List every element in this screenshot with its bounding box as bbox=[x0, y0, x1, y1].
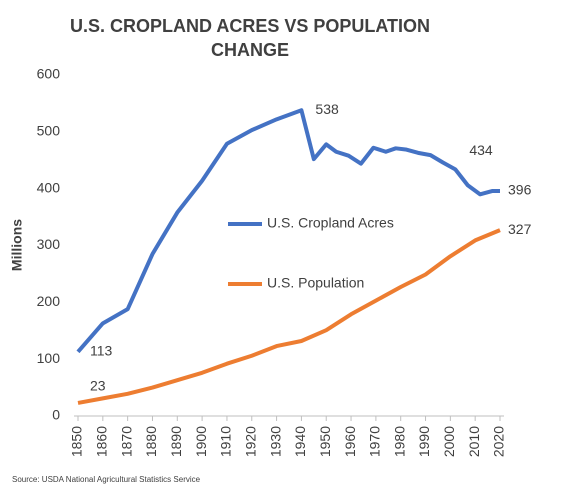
x-tick-label: 1960 bbox=[342, 426, 358, 457]
line-series bbox=[76, 108, 500, 354]
y-tick-label: 400 bbox=[37, 179, 61, 195]
legend-label: U.S. Cropland Acres bbox=[267, 215, 394, 231]
data-label: 327 bbox=[508, 221, 532, 237]
x-tick-label: 1890 bbox=[168, 426, 184, 457]
data-label: 113 bbox=[90, 342, 113, 358]
x-tick-label: 1930 bbox=[267, 426, 283, 457]
x-tick-label: 1950 bbox=[317, 426, 333, 457]
source-note: Source: USDA National Agricultural Stati… bbox=[12, 475, 201, 484]
x-tick-label: 1980 bbox=[391, 426, 407, 457]
data-label: 23 bbox=[90, 378, 106, 394]
chart-title: U.S. CROPLAND ACRES VS POPULATION CHANGE bbox=[69, 16, 431, 60]
x-tick-label: 1860 bbox=[94, 426, 110, 457]
y-tick-label: 0 bbox=[52, 407, 60, 423]
x-tick-label: 1910 bbox=[218, 426, 234, 457]
x-tick-label: 1920 bbox=[242, 426, 258, 457]
x-tick-label: 1970 bbox=[367, 426, 383, 457]
x-tick-label: 1880 bbox=[143, 426, 159, 457]
x-tick-label: 1870 bbox=[118, 426, 134, 457]
x-tick-label: 1900 bbox=[193, 426, 209, 457]
data-label: 538 bbox=[315, 101, 339, 117]
data-label: 434 bbox=[469, 142, 493, 158]
y-tick-label: 200 bbox=[37, 293, 61, 309]
x-tick-label: 1850 bbox=[69, 426, 85, 457]
legend-label: U.S. Population bbox=[267, 275, 364, 291]
y-axis-label: Millions bbox=[9, 219, 25, 271]
x-tick-label: 2000 bbox=[441, 426, 457, 457]
x-tick-label: 1940 bbox=[292, 426, 308, 457]
data-label: 396 bbox=[508, 182, 532, 198]
x-tick-label: 2020 bbox=[491, 426, 507, 457]
x-tick-label: 2010 bbox=[466, 426, 482, 457]
y-tick-label: 100 bbox=[37, 350, 61, 366]
line-series bbox=[77, 228, 501, 405]
y-tick-label: 300 bbox=[37, 236, 61, 252]
y-tick-label: 500 bbox=[37, 123, 61, 139]
y-tick-label: 600 bbox=[37, 66, 61, 82]
x-tick-label: 1990 bbox=[416, 426, 432, 457]
